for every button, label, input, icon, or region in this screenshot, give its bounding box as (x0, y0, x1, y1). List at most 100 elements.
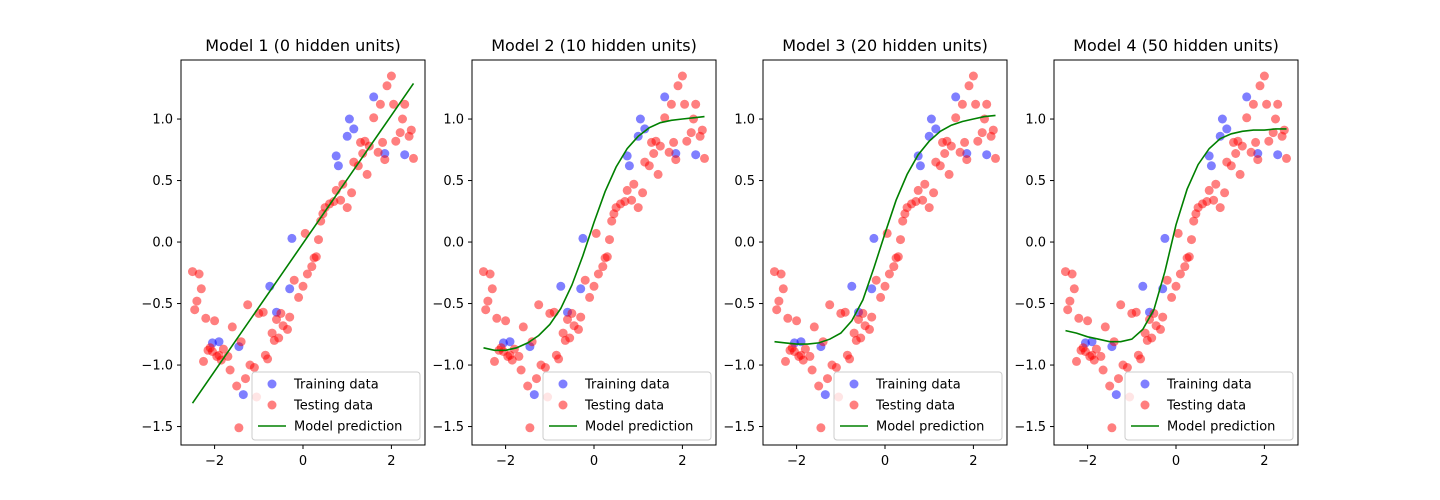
training-point (578, 233, 588, 243)
y-tick-label: −1.5 (432, 420, 464, 435)
testing-point (605, 235, 614, 245)
testing-point (807, 365, 817, 375)
testing-point (620, 197, 630, 206)
testing-point (964, 81, 974, 91)
testing-point (302, 269, 312, 279)
testing-point (201, 313, 211, 323)
training-point (982, 150, 992, 160)
testing-point (1184, 252, 1194, 262)
testing-point (196, 284, 206, 294)
testing-point (527, 337, 537, 347)
testing-point (580, 275, 590, 285)
legend: Training data Testing data Model predictio… (251, 371, 421, 441)
subplot-1: Model 1 (0 hidden units) −2 0 2 −1.5 −1.0 −0.5… (141, 36, 426, 469)
subplot-4: Model 4 (50 hidden units) −2 0 2 −1.5 −1.0 −0.… (1014, 36, 1299, 469)
testing-point (1116, 300, 1126, 310)
testing-point (823, 374, 832, 384)
testing-point (971, 99, 981, 109)
legend-box (251, 371, 421, 441)
testing-point (1248, 99, 1258, 109)
testing-point (889, 262, 899, 272)
testing-point (483, 296, 493, 306)
testing-point (565, 333, 575, 343)
testing-point (929, 188, 939, 198)
testing-point (1105, 381, 1115, 391)
testing-point (814, 381, 824, 391)
training-point (640, 124, 650, 134)
testing-point (373, 147, 383, 157)
x-tick-label: −2 (1078, 454, 1097, 469)
testing-point (677, 71, 687, 81)
testing-point (893, 252, 903, 262)
testing-point (660, 113, 670, 123)
y-tick-label: −0.5 (1014, 297, 1046, 312)
testing-point (487, 284, 497, 294)
training-point (1222, 124, 1232, 134)
testing-point (362, 169, 372, 179)
testing-point (1242, 113, 1252, 123)
testing-point (395, 128, 405, 138)
training-point (624, 161, 634, 171)
testing-point (896, 235, 905, 245)
testing-point (944, 169, 954, 179)
testing-point (774, 296, 784, 306)
training-point (285, 284, 295, 294)
y-tick-label: 1.0 (443, 113, 464, 128)
legend-testing-label: Testing data (293, 399, 373, 414)
training-point (1111, 390, 1121, 400)
legend-box (542, 371, 712, 441)
testing-point (1063, 305, 1073, 315)
legend-prediction-label: Model prediction (585, 420, 693, 435)
legend-training-label: Training data (293, 378, 379, 393)
legend-testing-label: Testing data (875, 399, 955, 414)
testing-point (622, 185, 632, 195)
testing-point (1107, 423, 1117, 433)
testing-point (398, 114, 407, 124)
testing-point (686, 128, 696, 138)
testing-point (307, 262, 317, 272)
x-tick-label: 2 (387, 454, 395, 469)
testing-point (911, 197, 921, 206)
x-tick-label: −2 (787, 454, 806, 469)
legend: Training data Testing data Model predictio… (1124, 371, 1294, 441)
testing-point (249, 363, 259, 372)
training-point (556, 281, 566, 291)
testing-point (1189, 216, 1199, 226)
testing-point (1226, 161, 1236, 171)
legend-box (1124, 371, 1294, 441)
testing-point (798, 355, 808, 365)
testing-point (1114, 374, 1123, 384)
testing-point (369, 113, 379, 123)
testing-point (781, 356, 790, 366)
testing-point (241, 374, 250, 384)
testing-point (298, 281, 308, 291)
training-points (789, 92, 992, 400)
testing-point (1202, 197, 1212, 206)
testing-point (258, 307, 268, 317)
testing-point (1173, 228, 1183, 238)
testing-point (294, 292, 304, 302)
testing-point (982, 99, 992, 109)
subplot-title: Model 3 (20 hidden units) (782, 36, 988, 55)
prediction-line (483, 115, 705, 352)
training-point (1204, 151, 1214, 161)
y-tick-label: −1.0 (1014, 359, 1046, 374)
testing-point (1251, 137, 1261, 147)
y-tick-label: −1.0 (723, 359, 755, 374)
testing-point (671, 155, 681, 165)
testing-point (845, 354, 855, 364)
testing-point (935, 161, 945, 171)
testing-point (289, 275, 299, 285)
testing-point (898, 216, 908, 226)
testing-point (1262, 99, 1272, 109)
testing-point (783, 313, 793, 323)
training-point (576, 284, 586, 294)
testing-point (492, 313, 502, 323)
testing-point (991, 153, 1000, 163)
legend-training-label: Training data (875, 378, 961, 393)
testing-point (1231, 149, 1241, 158)
testing-point (1209, 195, 1219, 205)
testing-point (1067, 269, 1077, 279)
testing-point (598, 262, 608, 272)
